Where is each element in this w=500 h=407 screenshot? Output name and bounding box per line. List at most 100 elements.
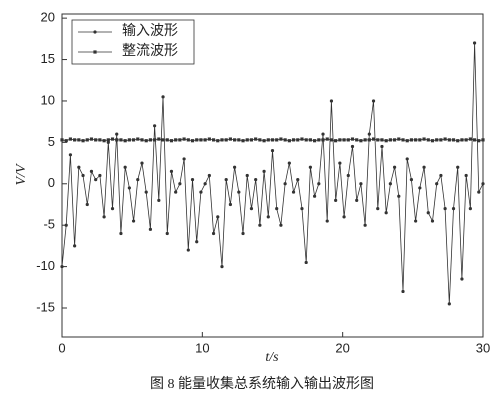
- point: [140, 138, 144, 142]
- point: [178, 138, 182, 142]
- point: [190, 178, 195, 182]
- point: [211, 231, 216, 236]
- point: [245, 138, 249, 142]
- point: [317, 182, 321, 186]
- point: [291, 190, 296, 194]
- point: [157, 137, 161, 141]
- point: [144, 190, 148, 194]
- point: [325, 219, 329, 223]
- point: [224, 138, 228, 142]
- point: [127, 138, 131, 142]
- point: [148, 138, 153, 142]
- point: [245, 173, 249, 178]
- legend-box: [71, 19, 195, 65]
- x-axis-label: t/s: [265, 350, 279, 365]
- point: [363, 138, 367, 142]
- point: [430, 139, 435, 143]
- point: [241, 231, 245, 236]
- point: [94, 138, 98, 142]
- point: [367, 132, 371, 136]
- point: [388, 182, 392, 186]
- point: [136, 137, 140, 141]
- point: [464, 138, 468, 142]
- point: [161, 138, 165, 142]
- point: [115, 138, 119, 142]
- point: [468, 137, 472, 141]
- point: [119, 138, 123, 142]
- point: [376, 207, 380, 211]
- point: [94, 178, 98, 182]
- point: [426, 211, 430, 215]
- point: [237, 138, 241, 142]
- point: [165, 138, 169, 142]
- point: [355, 138, 359, 142]
- point: [443, 137, 447, 141]
- point: [211, 138, 216, 142]
- point: [430, 219, 435, 223]
- point: [77, 165, 81, 169]
- point: [300, 207, 304, 211]
- point: [186, 138, 190, 142]
- point: [241, 139, 245, 143]
- legend-label: 输入波形: [122, 23, 178, 39]
- point: [140, 161, 144, 165]
- point: [283, 138, 287, 142]
- point: [279, 137, 283, 141]
- point: [64, 139, 68, 143]
- y-tick-label: -15: [36, 299, 55, 314]
- point: [317, 138, 321, 142]
- point: [342, 215, 346, 219]
- point: [304, 138, 308, 142]
- point: [144, 139, 148, 143]
- point: [266, 138, 270, 142]
- point: [329, 138, 334, 142]
- point: [110, 207, 115, 211]
- point: [157, 198, 161, 202]
- point: [182, 157, 186, 161]
- point: [422, 137, 426, 141]
- point: [300, 137, 304, 141]
- point: [237, 190, 241, 194]
- point: [85, 202, 89, 207]
- point: [81, 173, 85, 178]
- point: [258, 138, 262, 142]
- point: [367, 138, 371, 142]
- point: [350, 144, 355, 149]
- point: [346, 173, 350, 178]
- point: [371, 137, 376, 141]
- point: [418, 186, 422, 190]
- point: [338, 138, 342, 142]
- point: [68, 137, 73, 141]
- point: [313, 194, 317, 198]
- point: [472, 138, 477, 142]
- point: [359, 182, 363, 186]
- point: [131, 219, 136, 223]
- point: [439, 173, 443, 178]
- point: [275, 138, 279, 142]
- point: [89, 169, 94, 173]
- point: [308, 165, 312, 169]
- point: [468, 207, 472, 211]
- point: [182, 137, 186, 141]
- x-tick-label: 30: [476, 340, 490, 355]
- point: [123, 165, 127, 169]
- legend-label: 整流波形: [122, 43, 178, 59]
- point: [291, 138, 296, 142]
- point: [392, 165, 397, 169]
- point: [397, 137, 401, 141]
- point: [279, 223, 283, 227]
- point: [98, 138, 102, 142]
- legend-marker: [93, 50, 97, 54]
- point: [443, 207, 447, 211]
- point: [102, 139, 106, 143]
- point: [249, 207, 254, 211]
- point: [233, 165, 237, 169]
- point: [464, 173, 468, 178]
- point: [435, 138, 439, 142]
- point: [451, 138, 456, 142]
- plot-frame: [61, 13, 484, 338]
- point: [481, 182, 485, 186]
- y-tick-label: 0: [48, 175, 55, 190]
- point: [359, 139, 363, 143]
- point: [477, 190, 481, 194]
